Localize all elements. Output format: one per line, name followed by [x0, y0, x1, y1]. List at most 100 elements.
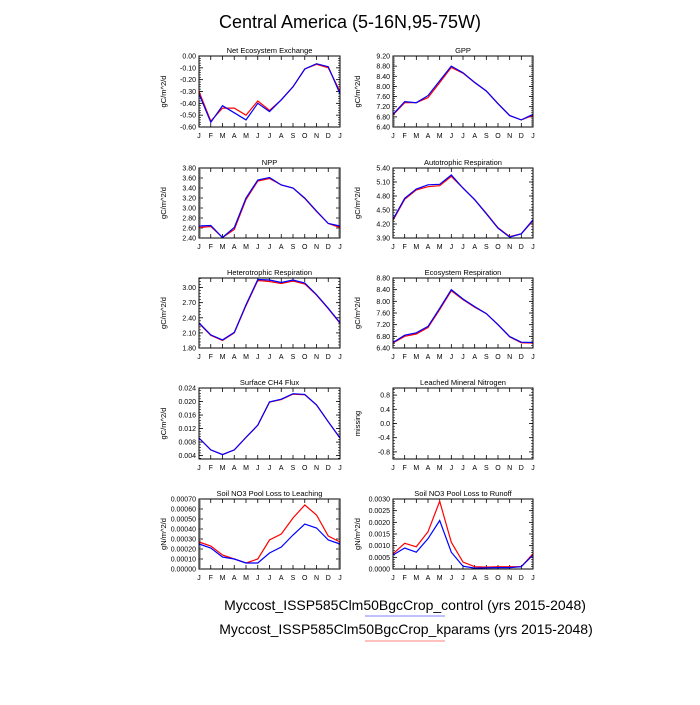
- x-tick-label: A: [426, 244, 431, 251]
- y-tick-label: -0.10: [180, 65, 196, 72]
- y-tick-label: 0.00000: [171, 567, 196, 574]
- y-tick-label: 6.80: [376, 334, 390, 341]
- panel-soil-no3-pool-loss-to-leaching: Soil NO3 Pool Loss to LeachinggN/m^2/d0.…: [159, 489, 342, 582]
- y-tick-label: -0.30: [180, 89, 196, 96]
- x-tick-label: N: [507, 465, 512, 472]
- y-tick-label: 0.00050: [171, 517, 196, 524]
- y-tick-label: 2.70: [182, 300, 196, 307]
- x-tick-label: N: [507, 575, 512, 582]
- y-axis-label: gC/m^2/d: [159, 297, 168, 329]
- x-tick-label: S: [291, 575, 296, 582]
- y-tick-label: 8.00: [376, 84, 390, 91]
- plot-frame: [198, 55, 341, 128]
- y-tick-label: 3.40: [182, 186, 196, 193]
- x-tick-label: J: [197, 465, 201, 472]
- panel-title: Leached Mineral Nitrogen: [420, 378, 506, 387]
- y-tick-label: 0.00070: [171, 497, 196, 504]
- x-tick-label: D: [326, 354, 331, 361]
- x-tick-label: J: [391, 465, 395, 472]
- x-tick-label: O: [302, 244, 308, 251]
- x-tick-label: A: [472, 354, 477, 361]
- x-tick-label: J: [256, 133, 260, 140]
- x-tick-label: M: [413, 133, 419, 140]
- x-tick-label: J: [450, 133, 454, 140]
- y-tick-label: 0.008: [178, 440, 196, 447]
- series-line-control: [198, 63, 341, 124]
- x-tick-label: A: [232, 244, 237, 251]
- x-tick-label: J: [391, 244, 395, 251]
- series-line-kparams: [198, 279, 341, 342]
- y-tick-label: 0.0: [380, 421, 390, 428]
- x-tick-label: F: [209, 133, 213, 140]
- panel-title: Ecosystem Respiration: [425, 268, 502, 277]
- y-tick-label: 5.10: [376, 180, 390, 187]
- x-tick-label: O: [495, 244, 501, 251]
- y-tick-label: 0.0025: [369, 508, 391, 515]
- panel-heterotrophic-respiration: Heterotrophic Respiration gC/m^2/d 3.00 2.7…: [159, 268, 342, 361]
- x-tick-label: S: [291, 354, 296, 361]
- plot-frame: [198, 498, 341, 570]
- x-tick-label: M: [413, 575, 419, 582]
- panel-title: Surface CH4 Flux: [240, 378, 299, 387]
- y-tick-label: 4.80: [376, 194, 390, 201]
- y-tick-label: 0.0000: [369, 567, 391, 574]
- x-tick-label: J: [391, 133, 395, 140]
- x-tick-label: J: [256, 244, 260, 251]
- y-tick-label: 5.40: [376, 166, 390, 173]
- y-tick-label: 0.00040: [171, 527, 196, 534]
- y-axis-label: gN/m^2/d: [159, 518, 168, 550]
- y-axis-label: gC/m^2/d: [159, 187, 168, 219]
- x-tick-label: A: [232, 133, 237, 140]
- y-tick-label: 0.00010: [171, 557, 196, 564]
- x-tick-label: S: [291, 465, 296, 472]
- x-tick-label: N: [314, 244, 319, 251]
- x-tick-label: S: [484, 354, 489, 361]
- x-tick-label: F: [403, 354, 407, 361]
- x-tick-label: S: [291, 244, 296, 251]
- legend-label-kparams: Myccost_ISSP585Clm50BgcCrop_kparams (yrs…: [219, 621, 593, 637]
- x-tick-label: J: [268, 354, 272, 361]
- x-tick-label: J: [268, 465, 272, 472]
- x-tick-label: J: [338, 244, 342, 251]
- x-tick-label: N: [507, 133, 512, 140]
- x-tick-label: S: [484, 133, 489, 140]
- legend-label-control: Myccost_ISSP585Clm50BgcCrop_control (yrs…: [224, 597, 586, 613]
- x-tick-label: A: [279, 575, 284, 582]
- panel-leached-mineral-nitrogen: Leached Mineral Nitrogen missing 0.8 0.4 0.0…: [353, 378, 535, 472]
- x-tick-label: J: [338, 575, 342, 582]
- y-tick-label: 2.40: [182, 236, 196, 243]
- series-line-control: [198, 523, 341, 564]
- y-tick-label: 0.00: [182, 54, 196, 61]
- x-tick-label: J: [256, 575, 260, 582]
- x-tick-label: N: [314, 465, 319, 472]
- plot-frame: [392, 167, 534, 239]
- series-line-kparams: [392, 499, 534, 568]
- x-tick-label: A: [279, 133, 284, 140]
- x-tick-label: A: [472, 244, 477, 251]
- y-tick-label: 0.012: [178, 426, 196, 433]
- y-tick-label: 6.40: [376, 125, 390, 132]
- x-tick-label: O: [495, 575, 501, 582]
- y-tick-label: 0.4: [380, 407, 390, 414]
- x-tick-label: F: [209, 575, 213, 582]
- x-tick-label: A: [472, 133, 477, 140]
- plot-frame: [392, 498, 534, 570]
- y-tick-label: -0.4: [378, 435, 390, 442]
- x-tick-label: M: [243, 354, 249, 361]
- x-tick-label: A: [279, 354, 284, 361]
- series-line-control: [198, 278, 341, 341]
- x-tick-label: D: [519, 244, 524, 251]
- x-tick-label: F: [403, 575, 407, 582]
- x-tick-label: O: [302, 465, 308, 472]
- x-tick-label: N: [507, 354, 512, 361]
- x-tick-label: J: [268, 244, 272, 251]
- x-tick-label: J: [338, 133, 342, 140]
- panel-title: Net Ecosystem Exchange: [227, 46, 313, 55]
- plot-frame: [392, 277, 534, 349]
- x-tick-label: J: [461, 465, 465, 472]
- y-tick-label: -0.20: [180, 77, 196, 84]
- y-tick-label: 0.00020: [171, 547, 196, 554]
- x-tick-label: N: [314, 575, 319, 582]
